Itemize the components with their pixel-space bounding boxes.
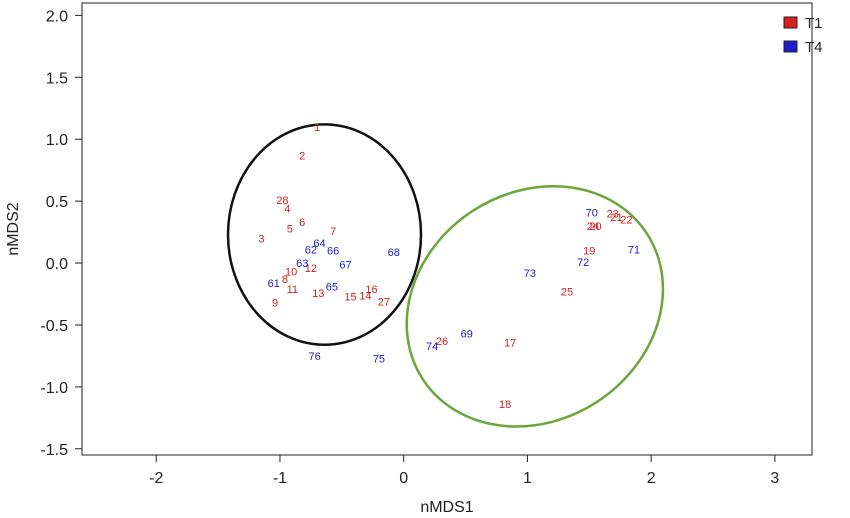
point-t4-71: 71 xyxy=(628,244,640,256)
point-t4-70: 70 xyxy=(586,207,598,219)
point-t1-10: 10 xyxy=(285,267,297,279)
point-t4-65: 65 xyxy=(326,282,338,294)
x-tick-label: -1 xyxy=(273,470,287,487)
point-t4-61: 61 xyxy=(268,278,280,290)
point-t1-24: 24 xyxy=(587,221,599,233)
y-axis-title: nMDS2 xyxy=(5,202,22,255)
point-t1-18: 18 xyxy=(499,399,511,411)
y-axis: 2.0 1.5 1.0 0.5 0.0 -0.5 -1.0 -1.5 xyxy=(40,8,82,459)
point-t4-68: 68 xyxy=(388,247,400,259)
legend-label-t1: T1 xyxy=(805,15,823,32)
point-t4-72: 72 xyxy=(577,257,589,269)
point-t1-22: 22 xyxy=(620,215,632,227)
y-tick-label: -1.0 xyxy=(40,380,68,397)
point-t1-28: 28 xyxy=(276,195,288,207)
point-t4-76: 76 xyxy=(308,351,320,363)
x-tick-label: 3 xyxy=(770,470,779,487)
point-t1-19: 19 xyxy=(583,246,595,258)
point-t1-15: 15 xyxy=(344,291,356,303)
x-tick-label: -2 xyxy=(149,470,163,487)
legend-swatch-t4 xyxy=(783,40,798,53)
legend-label-t4: T4 xyxy=(805,39,823,56)
y-tick-label: 0.5 xyxy=(46,194,68,211)
point-t4-75: 75 xyxy=(373,353,385,365)
point-t1-7: 7 xyxy=(330,226,336,238)
point-t1-8: 8 xyxy=(282,274,288,286)
x-axis-title: nMDS1 xyxy=(420,499,473,516)
cluster-ellipses xyxy=(226,123,665,428)
point-t1-20: 20 xyxy=(589,221,601,233)
y-tick-label: 2.0 xyxy=(46,8,68,25)
point-t1-14: 14 xyxy=(359,290,371,302)
point-t1-3: 3 xyxy=(258,233,264,245)
point-t1-21: 21 xyxy=(610,212,622,224)
point-t1-27: 27 xyxy=(378,296,390,308)
point-t4-74: 74 xyxy=(426,341,438,353)
point-t1-11: 11 xyxy=(287,284,298,296)
point-t1-16: 16 xyxy=(365,284,377,296)
x-axis: -2 -1 0 1 2 3 xyxy=(149,455,779,487)
point-t1-25: 25 xyxy=(561,287,573,299)
point-t1-17: 17 xyxy=(504,337,516,349)
point-t4-67: 67 xyxy=(339,259,351,271)
plot-frame xyxy=(81,2,813,456)
point-t1-6: 6 xyxy=(299,217,305,229)
x-tick-label: 1 xyxy=(523,470,532,487)
point-t4-63: 63 xyxy=(296,258,308,270)
y-tick-label: -1.5 xyxy=(40,442,68,459)
point-t1-4: 4 xyxy=(284,204,290,216)
x-tick-label: 2 xyxy=(647,470,656,487)
ellipse-right-cluster xyxy=(405,185,665,428)
y-tick-label: 1.0 xyxy=(46,132,68,149)
point-t4-62: 62 xyxy=(305,244,317,256)
point-t1-12: 12 xyxy=(305,263,317,275)
point-t1-26: 26 xyxy=(436,336,448,348)
point-t4-73: 73 xyxy=(524,268,536,280)
ellipse-left-cluster xyxy=(226,123,423,347)
y-tick-label: 0.0 xyxy=(46,256,68,273)
point-t1-13: 13 xyxy=(312,288,324,300)
x-tick-label: 0 xyxy=(399,470,408,487)
legend-swatch-t1 xyxy=(783,16,798,29)
point-t1-5: 5 xyxy=(287,223,293,235)
point-t4-69: 69 xyxy=(461,329,473,341)
y-tick-label: 1.5 xyxy=(46,70,68,87)
point-t4-64: 64 xyxy=(313,238,325,250)
point-t1-23: 23 xyxy=(607,209,619,221)
point-t1-9: 9 xyxy=(272,298,278,310)
y-tick-label: -0.5 xyxy=(40,318,68,335)
point-t1-1: 1 xyxy=(314,122,320,134)
point-t1-2: 2 xyxy=(299,150,305,162)
point-t4-66: 66 xyxy=(327,246,339,258)
